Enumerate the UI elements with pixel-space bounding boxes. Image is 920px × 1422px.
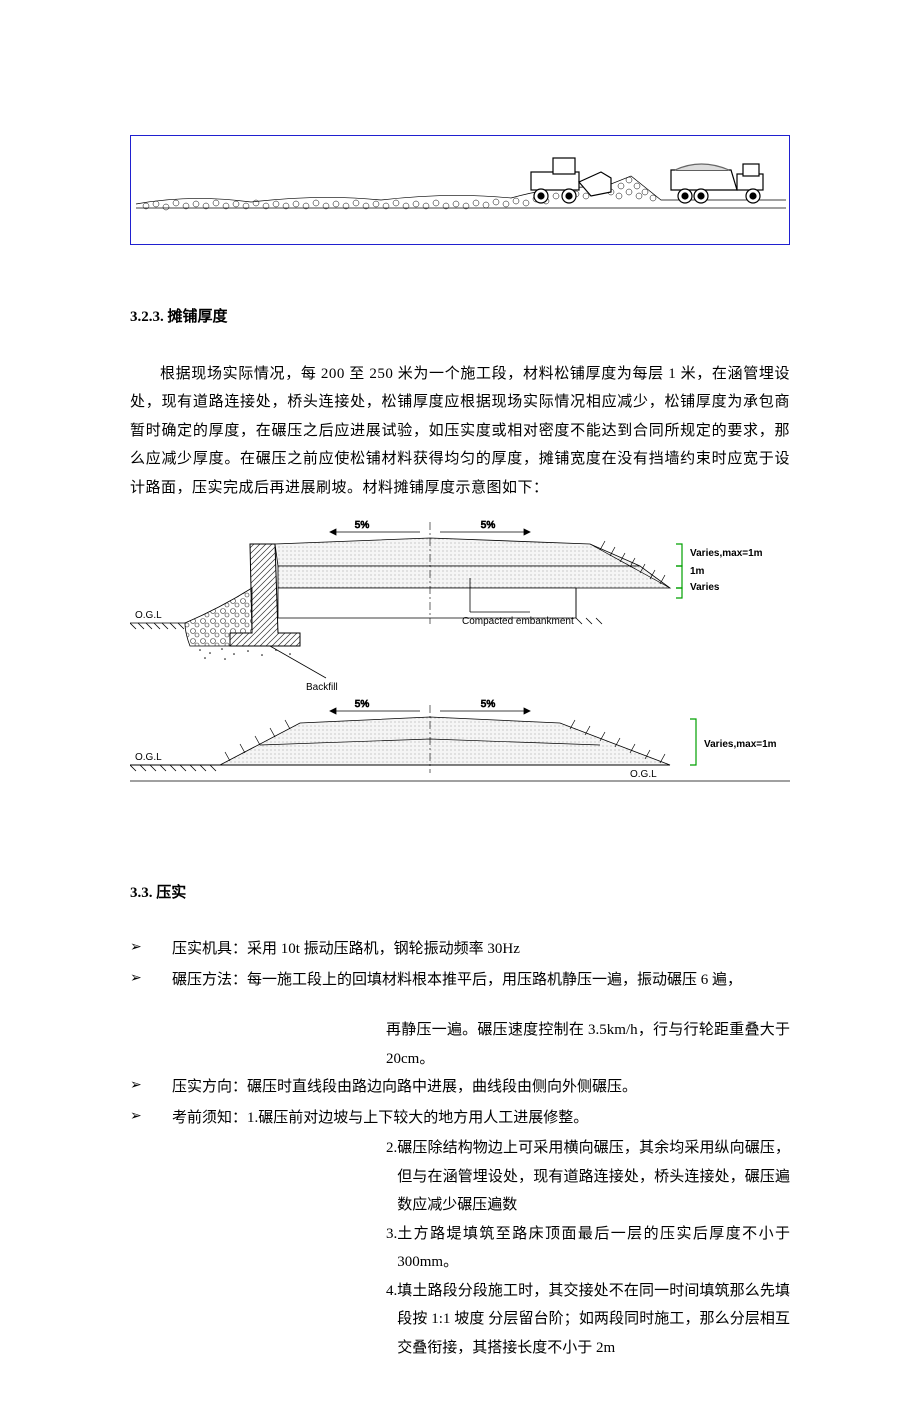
notice-item-4: 4. 填土路段分段施工时，其交接处不在同一时间填筑那么先填段按 1:1 坡度 分… xyxy=(386,1277,790,1363)
heading-3-2-3: 3.2.3. 摊铺厚度 xyxy=(130,303,790,332)
label-slope-l2: 5% xyxy=(355,699,370,710)
bullet-list-33: ➢ 压实机具： 采用 10t 振动压路机，钢轮振动频率 30Hz ➢ 碾压方法：… xyxy=(130,935,790,1362)
label-ogl-right-2: O.G.L xyxy=(630,769,657,780)
notice-item-3: 3. 土方路堤填筑至路床顶面最后一层的压实后厚度不小于 300mm。 xyxy=(386,1220,790,1277)
label-ogl-left-2: O.G.L xyxy=(135,752,162,763)
bullet-arrow-icon: ➢ xyxy=(130,935,172,962)
bullet-arrow-icon: ➢ xyxy=(130,1104,172,1131)
bullet-arrow-icon: ➢ xyxy=(130,966,172,993)
label-1m: 1m xyxy=(690,566,705,577)
label-ogl-left-1: O.G.L xyxy=(135,610,162,621)
bullet-method: ➢ 碾压方法： 每一施工段上的回填材料根本推平后，用压路机静压一遍，振动碾压 6… xyxy=(130,966,790,995)
label-varies-max-2: Varies,max=1m xyxy=(704,739,777,750)
bullet-tool: ➢ 压实机具： 采用 10t 振动压路机，钢轮振动频率 30Hz xyxy=(130,935,790,964)
label-slope-r1: 5% xyxy=(481,520,496,531)
bullet-arrow-icon: ➢ xyxy=(130,1073,172,1100)
bullet-label: 压实机具： xyxy=(172,935,247,964)
bullet-text: 采用 10t 振动压路机，钢轮振动频率 30Hz xyxy=(247,935,790,964)
bullet-text: 碾压时直线段由路边向路中进展，曲线段由侧向外侧碾压。 xyxy=(247,1073,790,1102)
label-varies-max-1: Varies,max=1m xyxy=(690,548,763,559)
bullet-text: 每一施工段上的回填材料根本推平后，用压路机静压一遍，振动碾压 6 遍， xyxy=(247,966,790,995)
notice-item-2: 2. 碾压除结构物边上可采用横向碾压，其余均采用纵向碾压，但与在涵管埋设处，现有… xyxy=(386,1134,790,1220)
para-323: 根据现场实际情况，每 200 至 250 米为一个施工段，材料松铺厚度为每层 1… xyxy=(130,360,790,503)
figure-paving-operation xyxy=(130,135,790,245)
figure-cross-sections: O.G.L Backfill xyxy=(130,518,790,809)
bullet-label: 考前须知： xyxy=(172,1104,247,1133)
label-slope-l1: 5% xyxy=(355,520,370,531)
label-backfill: Backfill xyxy=(306,682,338,693)
bullet-label: 压实方向： xyxy=(172,1073,247,1102)
label-varies: Varies xyxy=(690,582,720,593)
bullet-direction: ➢ 压实方向： 碾压时直线段由路边向路中进展，曲线段由侧向外侧碾压。 xyxy=(130,1073,790,1102)
label-compacted: Compacted embankment xyxy=(462,616,574,627)
heading-3-3: 3.3. 压实 xyxy=(130,879,790,908)
bullet-method-cont: 再静压一遍。碾压速度控制在 3.5km/h，行与行轮距重叠大于 20cm。 xyxy=(130,1016,790,1073)
bullet-notice: ➢ 考前须知： 1. 碾压前对边坡与上下较大的地方用人工进展修整。 xyxy=(130,1104,790,1133)
notice-item-1: 1. 碾压前对边坡与上下较大的地方用人工进展修整。 xyxy=(247,1104,790,1133)
label-slope-r2: 5% xyxy=(481,699,496,710)
bullet-label: 碾压方法： xyxy=(172,966,247,995)
